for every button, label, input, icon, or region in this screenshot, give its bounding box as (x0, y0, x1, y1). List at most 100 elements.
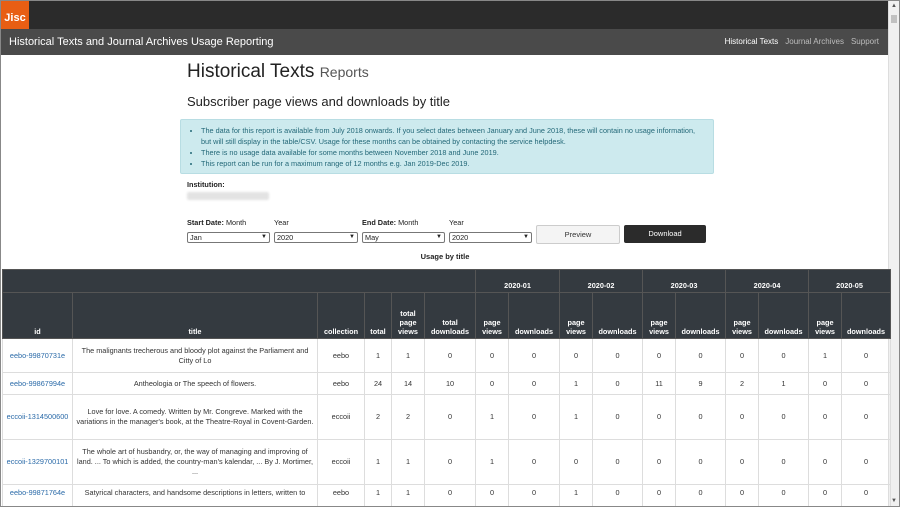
col-header-page-views[interactable]: page views (808, 292, 843, 339)
row-cell: 0 (592, 439, 644, 485)
start-year-select[interactable]: 2020 ▼ (274, 232, 358, 243)
col-header-page-views[interactable]: page views (725, 292, 760, 339)
row-id-link[interactable]: eebo-99867994e (2, 372, 73, 395)
chevron-down-icon: ▼ (436, 234, 442, 240)
start-year-label: Year (274, 218, 289, 227)
preview-button[interactable]: Preview (536, 225, 620, 244)
page-title-text: Historical Texts (187, 61, 315, 82)
row-total: 1 (364, 484, 392, 506)
institution-value-redacted (187, 192, 269, 200)
col-header-total-downloads[interactable]: total downloads (423, 292, 477, 339)
row-title: The whole art of husbandry, or, the way … (72, 439, 318, 485)
scroll-thumb[interactable] (891, 15, 897, 23)
row-cell: 1 (559, 484, 594, 506)
start-date-label: Start Date: Month (187, 218, 246, 227)
row-collection: eebo (317, 484, 365, 506)
row-cell: 0 (758, 439, 810, 485)
row-total-downloads: 10 (423, 372, 477, 395)
download-button[interactable]: Download (624, 225, 706, 243)
row-cell: 0 (592, 338, 644, 373)
header-spacer (1, 269, 477, 293)
end-year-value: 2020 (452, 233, 469, 242)
row-total: 24 (364, 372, 392, 395)
jisc-logo[interactable]: Jisc (1, 1, 29, 29)
col-header-downloads[interactable]: downloads (841, 292, 892, 339)
col-header-total[interactable]: total (364, 292, 392, 339)
info-bullet: This report can be run for a maximum ran… (201, 158, 705, 169)
month-header: 2020-01 (475, 269, 561, 293)
col-header-downloads[interactable]: downloads (508, 292, 561, 339)
row-cell: 0 (675, 338, 727, 373)
chevron-down-icon: ▼ (261, 234, 267, 240)
table-caption: Usage by title (420, 252, 470, 261)
start-year-value: 2020 (277, 233, 294, 242)
end-year-label: Year (449, 218, 464, 227)
month-header: 2020-03 (642, 269, 727, 293)
row-cell: 1 (808, 338, 843, 373)
col-header-downloads[interactable]: downloads (675, 292, 727, 339)
row-cell: 0 (475, 484, 510, 506)
row-cell: 2 (725, 372, 760, 395)
row-cell: 11 (642, 372, 677, 395)
row-cell: 0 (675, 484, 727, 506)
row-id-link[interactable]: eccoii-1314500600 (2, 394, 73, 440)
row-cell: 0 (725, 338, 760, 373)
scroll-down-arrow-icon[interactable]: ▼ (891, 498, 897, 504)
vertical-scrollbar[interactable]: ▲ ▼ (888, 1, 899, 506)
date-filter-form: Start Date: Month Year End Date: Month Y… (187, 218, 717, 248)
row-title: Love for love. A comedy. Written by Mr. … (72, 394, 318, 440)
month-header: 2020-04 (725, 269, 810, 293)
row-collection: eccoii (317, 439, 365, 485)
row-total-page-views: 1 (391, 484, 425, 506)
row-cell: 0 (508, 439, 561, 485)
scroll-up-arrow-icon[interactable]: ▲ (891, 3, 897, 9)
row-cell: 0 (642, 338, 677, 373)
month-header: 2020-02 (559, 269, 644, 293)
row-cell: 0 (475, 372, 510, 395)
row-total: 2 (364, 394, 392, 440)
row-cell: 0 (808, 372, 843, 395)
col-header-collection[interactable]: collection (317, 292, 365, 339)
row-title: Antheologia or The speech of flowers. (72, 372, 318, 395)
nav-link-journal-archives[interactable]: Journal Archives (785, 37, 844, 46)
row-cell: 9 (675, 372, 727, 395)
institution-label: Institution: (187, 180, 225, 189)
row-cell: 0 (808, 394, 843, 440)
row-total-page-views: 2 (391, 394, 425, 440)
row-cell: 0 (758, 484, 810, 506)
row-cell: 0 (841, 338, 892, 373)
end-year-select[interactable]: 2020 ▼ (449, 232, 532, 243)
start-month-select[interactable]: Jan ▼ (187, 232, 270, 243)
nav-link-historical-texts[interactable]: Historical Texts (724, 37, 779, 46)
col-header-title[interactable]: title (72, 292, 318, 339)
row-id-link[interactable]: eebo-99870731e (2, 338, 73, 373)
navbar: Historical Texts and Journal Archives Us… (1, 29, 899, 55)
col-header-page-views[interactable]: page views (642, 292, 677, 339)
start-date-label-text: Start Date: (187, 218, 224, 227)
site-title[interactable]: Historical Texts and Journal Archives Us… (9, 36, 274, 48)
row-collection: eccoii (317, 394, 365, 440)
col-header-page-views[interactable]: page views (475, 292, 510, 339)
col-header-downloads[interactable]: downloads (758, 292, 810, 339)
row-cell: 0 (508, 484, 561, 506)
row-cell: 0 (808, 439, 843, 485)
col-header-total-page-views[interactable]: total page views (391, 292, 425, 339)
row-cell: 1 (758, 372, 810, 395)
row-collection: eebo (317, 338, 365, 373)
row-cell: 0 (642, 484, 677, 506)
row-id-link[interactable]: eebo-99871764e (2, 484, 73, 506)
col-header-id[interactable]: id (2, 292, 73, 339)
end-month-select[interactable]: May ▼ (362, 232, 445, 243)
start-month-value: Jan (190, 233, 202, 242)
row-cell: 0 (642, 439, 677, 485)
row-id-link[interactable]: eccoii-1329700101 (2, 439, 73, 485)
row-cell: 0 (508, 394, 561, 440)
row-cell: 0 (675, 394, 727, 440)
nav-link-support[interactable]: Support (850, 37, 879, 46)
row-cell: 1 (475, 394, 510, 440)
chevron-down-icon: ▼ (349, 234, 355, 240)
row-total-page-views: 14 (391, 372, 425, 395)
info-bullet: The data for this report is available fr… (201, 125, 705, 147)
col-header-downloads[interactable]: downloads (592, 292, 644, 339)
col-header-page-views[interactable]: page views (559, 292, 594, 339)
